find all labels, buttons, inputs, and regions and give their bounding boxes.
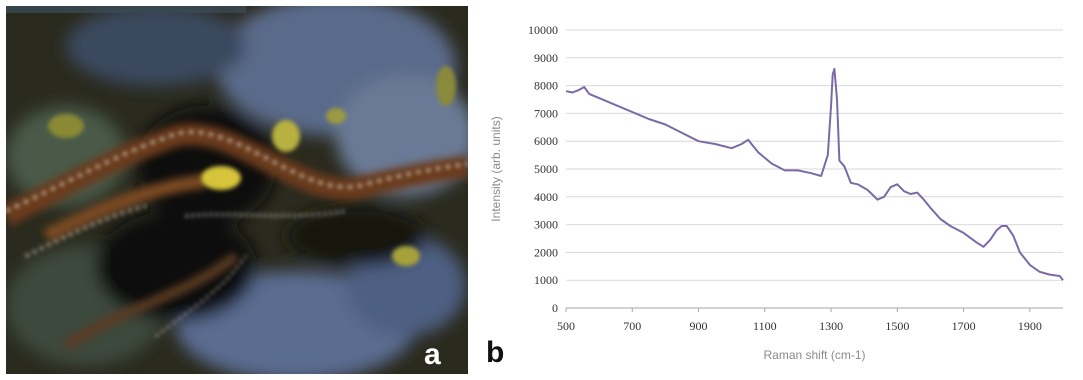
y-tick-label: 3000	[534, 218, 558, 232]
microscope-image	[6, 6, 468, 374]
y-tick-label: 5000	[534, 162, 558, 176]
grid-lines	[566, 29, 1063, 309]
microscope-photo	[6, 6, 468, 374]
y-tick-label: 6000	[534, 134, 558, 148]
x-tick-label: 500	[557, 319, 575, 333]
x-tick-label: 1500	[885, 319, 909, 333]
y-tick-label: 10000	[528, 23, 558, 37]
panel-label-a: a	[424, 338, 441, 371]
panel-label-b: b	[486, 336, 505, 369]
raman-spectrum-chart: 0 1000 2000 3000 4000 5000 6000 7000 8000 9000 100…	[489, 23, 1064, 362]
spectrum-line	[565, 67, 1064, 281]
y-tick-label: 9000	[534, 51, 558, 65]
y-tick-label: 0	[552, 301, 558, 315]
y-axis-title: Intensity (arb. units)	[489, 116, 503, 221]
x-tick-label: 1900	[1018, 319, 1042, 333]
x-axis-title: Raman shift (cm-1)	[763, 348, 865, 362]
x-tick-label: 700	[623, 319, 641, 333]
x-tick-label: 1700	[952, 319, 976, 333]
x-tick-label: 1100	[753, 319, 777, 333]
y-tick-label: 2000	[534, 245, 558, 259]
x-tick-label: 900	[690, 319, 708, 333]
y-tick-label: 8000	[534, 79, 558, 93]
y-tick-label: 4000	[534, 190, 558, 204]
x-tick-label: 1300	[819, 319, 843, 333]
y-axis-ticks: 0 1000 2000 3000 4000 5000 6000 7000 8000 9000 100…	[528, 23, 558, 315]
y-tick-label: 1000	[534, 273, 558, 287]
x-axis-ticks: 500 700 900 1100 1300 1500 1700 1900	[557, 308, 1042, 333]
y-tick-label: 7000	[534, 106, 558, 120]
